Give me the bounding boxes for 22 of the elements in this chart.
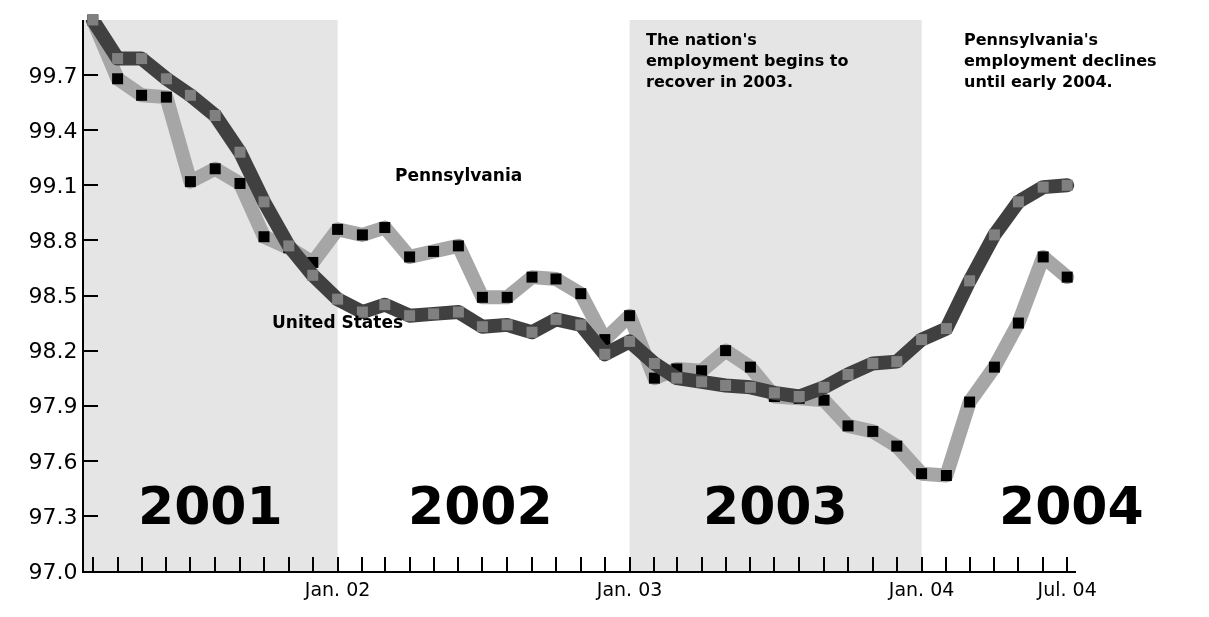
annotation: 2002	[408, 476, 553, 536]
y-tick-label: 98.5	[28, 283, 78, 309]
y-tick-label: 97.0	[28, 558, 78, 584]
annotation: The nation's employment begins to recover in 2003.	[646, 30, 849, 91]
y-tick-label: 99.4	[28, 117, 78, 143]
y-tick-label: 98.8	[28, 228, 78, 254]
x-tick-label: Jan. 03	[595, 577, 663, 600]
band-label: 2001	[138, 476, 283, 536]
y-tick-label: 97.3	[28, 503, 78, 529]
series-label: United States	[272, 312, 404, 332]
y-tick-label: 99.1	[28, 173, 78, 198]
x-tick-label: Jan. 04	[887, 577, 955, 600]
y-tick-label: 98.2	[28, 338, 78, 364]
annotation: 2004	[999, 476, 1144, 536]
x-tick-label: Jan. 02	[303, 577, 371, 600]
annotation: Pennsylvania's employment declines until early 2004.	[964, 30, 1157, 91]
y-tick-label: 99.7	[28, 62, 78, 88]
y-tick-label: 97.9	[28, 393, 78, 419]
text: Pennsylvania	[395, 165, 523, 185]
band-label: 2003	[703, 476, 848, 536]
y-tick-label: 97.6	[28, 448, 78, 474]
x-tick-label: Jul. 04	[1036, 577, 1097, 600]
